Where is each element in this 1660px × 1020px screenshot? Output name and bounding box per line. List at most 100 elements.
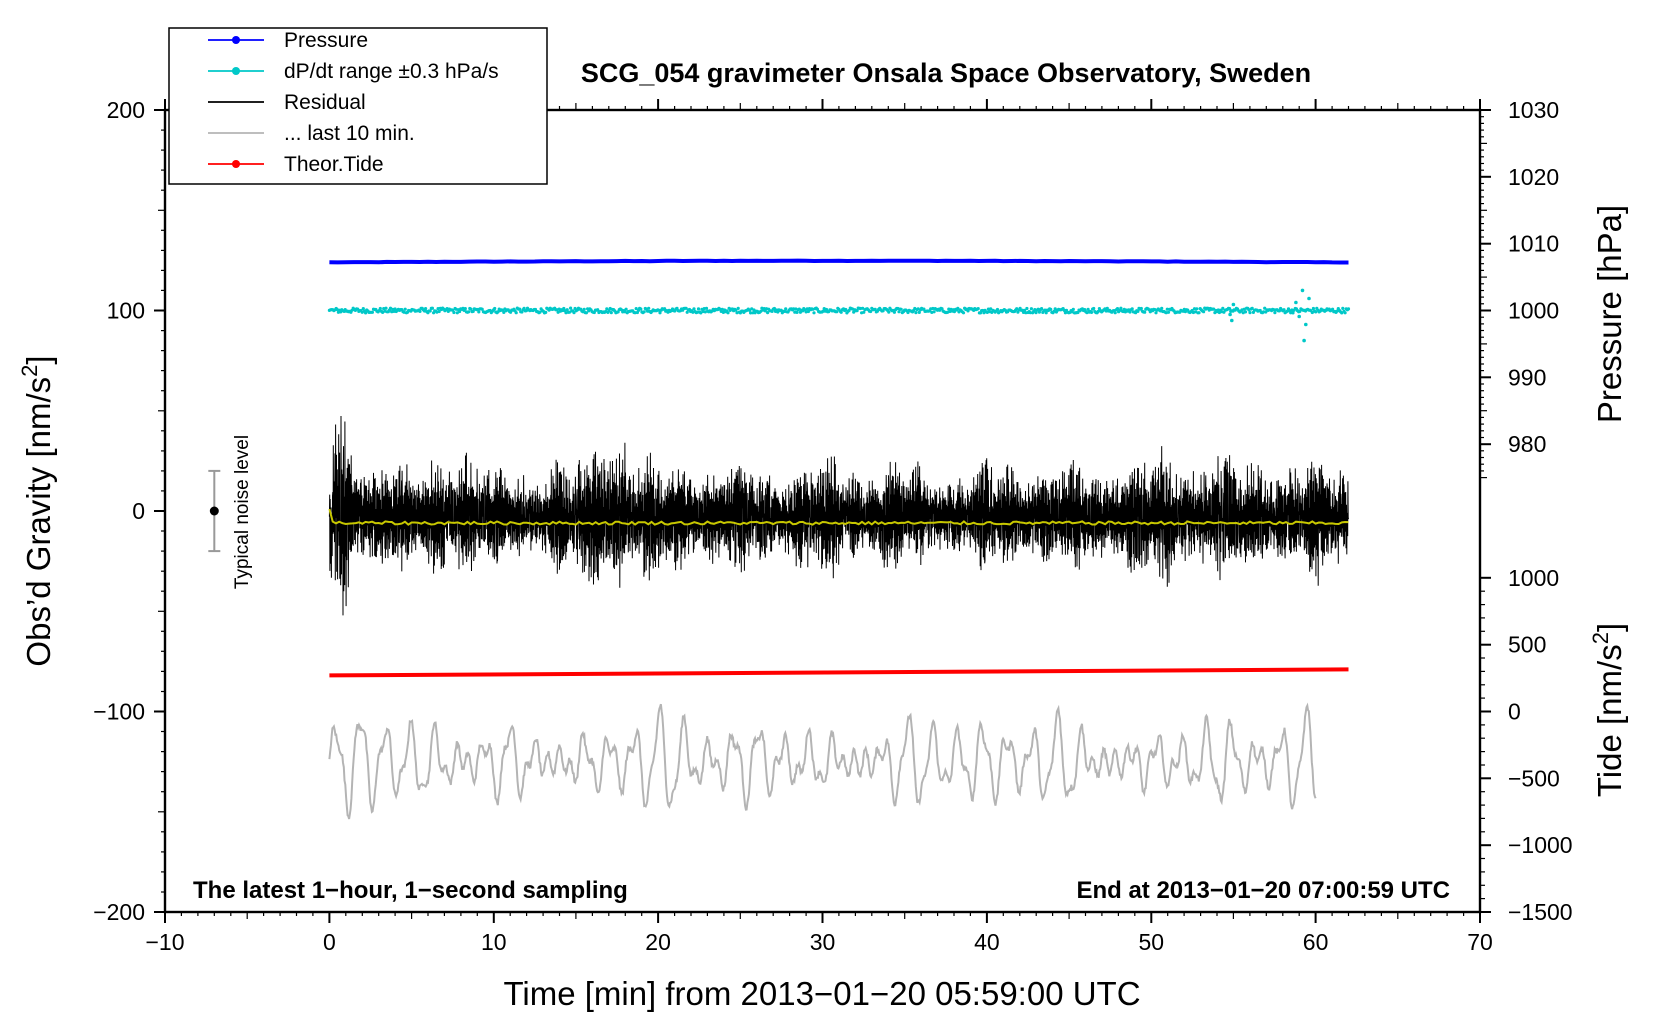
legend-label: Theor.Tide [284,153,384,176]
y-tick-label: 0 [132,498,145,524]
pressure-tick-label: 990 [1508,364,1546,390]
dpdt-point [471,309,475,313]
dpdt-point [467,310,471,314]
legend-label: dP/dt range ±0.3 hPa/s [284,60,499,83]
dpdt-point [1143,310,1147,314]
dpdt-point [596,308,600,312]
dpdt-point [966,309,970,313]
dpdt-point [1028,311,1032,315]
dpdt-point [1263,306,1267,310]
dpdt-point [1071,307,1075,311]
dpdt-point [699,311,703,315]
pressure-tick-label: 1010 [1508,231,1559,257]
dpdt-point [502,310,506,314]
dpdt-point [428,309,432,313]
dpdt-point [784,307,788,311]
dpdt-point [1025,306,1029,311]
legend-rows: Pressure dP/dt range ±0.3 hPa/s Residual..… [208,29,499,176]
dpdt-point [1221,306,1225,310]
tide-tick-label: 0 [1508,699,1521,725]
dpdt-point [1139,306,1143,311]
dpdt-point [1092,306,1096,311]
dpdt-point [734,308,738,312]
dpdt-point [1228,307,1232,311]
dpdt-point [1192,307,1197,311]
dpdt-point [1346,307,1351,311]
dpdt-points [327,288,1351,343]
dpdt-point [565,308,569,312]
dpdt-point [430,306,434,310]
dpdt-point [658,311,662,315]
dpdt-point [940,307,944,311]
x-tick-label: 70 [1467,929,1493,955]
dpdt-point [584,311,589,315]
dpdt-point [1160,306,1164,310]
dpdt-point [569,306,573,310]
y-axis-title: Obs’d Gravity [nm/s2] [17,355,57,666]
x-tick-label: −10 [145,929,184,955]
dpdt-point [1195,307,1199,311]
y-tick-label: −200 [93,899,145,925]
dpdt-point [458,309,462,314]
data-series [327,258,1351,820]
chart-title: SCG_054 gravimeter Onsala Space Observat… [581,58,1311,88]
footer-right-note: End at 2013−01−20 07:00:59 UTC [1076,877,1450,904]
dpdt-point [989,307,993,311]
dpdt-point [772,306,777,311]
last-10-min-line [328,702,1317,820]
dpdt-point [1248,311,1252,315]
dpdt-point [624,307,628,311]
y-axis-title-close: ] [20,355,57,364]
dpdt-point [1340,311,1344,315]
dpdt-point [932,310,936,314]
dpdt-point [1343,311,1347,315]
footer-left-note: The latest 1−hour, 1−second sampling [193,877,628,904]
dpdt-point [1250,306,1254,310]
dpdt-point [1154,311,1158,315]
dpdt-point [869,309,873,314]
dpdt-point [633,311,637,315]
dpdt-point [642,310,646,314]
legend-box [168,27,548,185]
dpdt-outlier [1231,302,1236,307]
pressure-line [329,258,1349,265]
dpdt-point [861,306,865,310]
dpdt-point [1086,307,1090,311]
dpdt-point [463,307,467,311]
y-tick-label: −100 [93,699,145,725]
dpdt-point [1243,310,1248,314]
dpdt-point [855,309,859,313]
dpdt-point [873,307,877,311]
y-tick-label: 100 [107,298,145,324]
dpdt-point [538,310,542,314]
dpdt-point [1040,307,1044,311]
dpdt-point [582,307,586,311]
dpdt-outlier [1307,296,1311,301]
dpdt-point [1298,309,1302,313]
dpdt-point [424,307,428,311]
dpdt-point [1119,306,1123,310]
dpdt-point [605,307,609,311]
dpdt-point [835,310,839,314]
dpdt-point [361,307,365,311]
x-tick-label: 0 [323,929,336,955]
dpdt-point [766,311,770,315]
dpdt-point [821,309,825,313]
dpdt-point [805,307,809,311]
dpdt-point [862,310,866,314]
tide-axis-title-main: Tide [nm/s [1591,644,1628,797]
dpdt-point [437,309,441,314]
dpdt-point [1202,310,1206,314]
dpdt-point [1331,307,1335,311]
residual-line [328,415,1349,616]
dpdt-point [1044,311,1048,315]
pressure-tick-label: 1000 [1508,298,1559,324]
dpdt-point [931,306,935,311]
dpdt-point [1311,306,1315,311]
tide-tick-label: −1000 [1508,832,1573,858]
dpdt-point [1034,311,1038,315]
dpdt-point [1165,307,1169,311]
dpdt-point [1049,307,1053,311]
pressure-axis-title: Pressure [hPa] [1591,205,1628,423]
dpdt-point [839,310,843,314]
